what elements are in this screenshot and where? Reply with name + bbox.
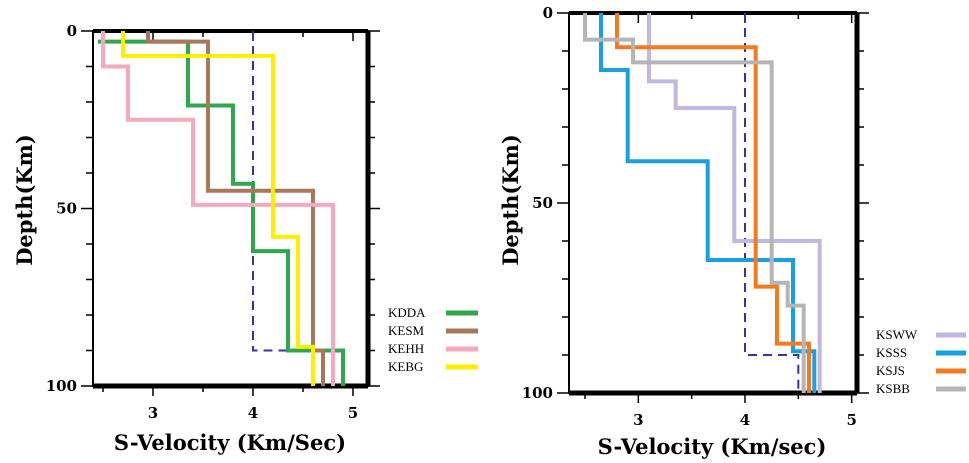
- series-line-kehh: [101, 31, 335, 386]
- legend-label-ksww: KSWW: [876, 327, 918, 342]
- legend-label-kdda: KDDA: [388, 305, 426, 320]
- y-tick-label: 100: [46, 377, 77, 395]
- reference-line: [252, 31, 314, 386]
- legend-label-kehh: KEHH: [388, 341, 424, 356]
- legend-label-ksbb: KSBB: [876, 381, 910, 396]
- x-axis-title: S-Velocity (Km/Sec): [114, 430, 346, 455]
- x-tick-label: 3: [148, 404, 158, 422]
- series-line-kesm: [146, 31, 325, 386]
- y-axis-title: Depth(Km): [498, 134, 523, 266]
- series-line-ksww: [647, 13, 822, 393]
- y-tick-label: 100: [522, 384, 553, 402]
- x-axis-title: S-Velocity (Km/sec): [598, 434, 827, 459]
- legend-label-ksss: KSSS: [876, 345, 907, 360]
- y-tick-label: 0: [67, 22, 77, 40]
- series-line-kdda: [98, 39, 345, 386]
- series-line-ksss: [599, 13, 817, 393]
- series-line-ksjs: [615, 13, 811, 393]
- y-tick-label: 50: [532, 194, 553, 212]
- chart-right: 0 50 100 3 4 5 S-Velocity (Km/sec) Depth(Km) KSW…: [498, 4, 966, 459]
- legend-label-ksjs: KSJS: [876, 363, 905, 378]
- legend-label-kebg: KEBG: [388, 359, 423, 374]
- series-line-kebg: [121, 31, 315, 386]
- legend-label-kesm: KESM: [388, 323, 425, 338]
- y-tick-label: 50: [56, 200, 77, 218]
- x-tick-label: 4: [740, 411, 750, 429]
- chart-left: 0 50 100 3 4 5S-Velocity (Km/Sec) Depth(Km) KDD…: [12, 22, 478, 455]
- reference-line: [744, 13, 800, 393]
- x-tick-label: 4: [248, 404, 258, 422]
- plot-frame: [92, 30, 369, 387]
- x-tick-label: 5: [846, 411, 856, 429]
- y-tick-label: 0: [543, 4, 553, 22]
- series-line-ksbb: [583, 13, 806, 393]
- y-axis-title: Depth(Km): [12, 134, 37, 266]
- x-tick-label: 3: [633, 411, 643, 429]
- x-tick-label: 5: [348, 404, 358, 422]
